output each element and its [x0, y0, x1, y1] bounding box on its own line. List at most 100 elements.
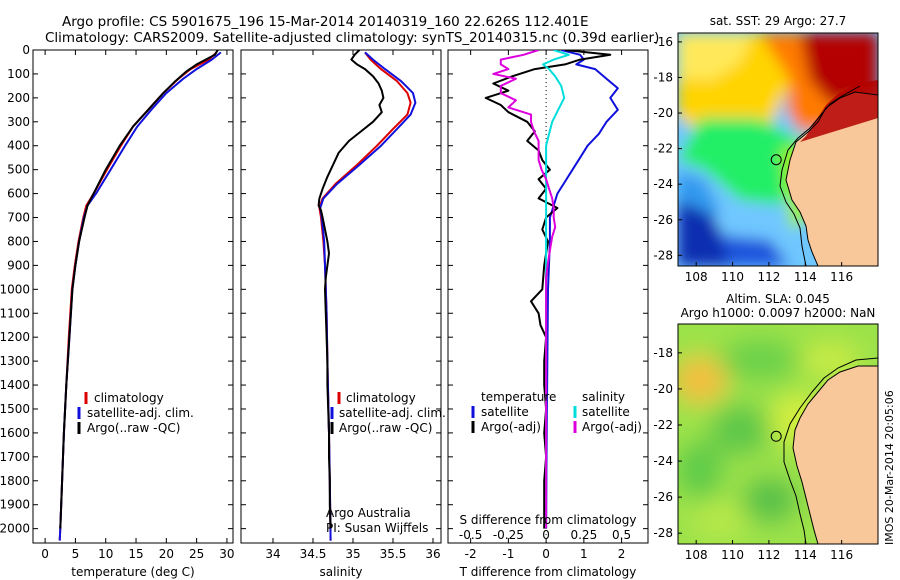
sla-map-latitude-ticks: -18 -20 -22 -24 -26 -28 [653, 346, 682, 540]
difference-series [484, 50, 619, 529]
series-line-t_argo [484, 50, 612, 529]
depth-tick-label: 1900 [0, 498, 30, 512]
sst-map-frame [677, 32, 879, 267]
coastline [792, 365, 878, 544]
legend-label-satellite: satellite-adj. clim. [339, 406, 446, 420]
coastline [785, 91, 878, 266]
lat-tick-label: -20 [653, 106, 673, 120]
series-line-t_satellite [545, 50, 619, 529]
sst-heatmap [678, 33, 878, 266]
lat-tick-label: -18 [653, 346, 673, 360]
figure-title-line1: Argo profile: CS 5901675_196 15-Mar-2014… [62, 14, 589, 30]
depth-tick-label: 900 [7, 258, 30, 272]
x-tick-label: 1 [580, 547, 588, 561]
lon-tick-label: 108 [685, 270, 708, 284]
lon-tick-label: 116 [830, 548, 853, 562]
lon-tick-label: 112 [757, 270, 780, 284]
land-mass [793, 366, 878, 544]
temperature-tick-labels: 0 5 10 15 20 25 30 [41, 50, 235, 561]
lon-tick-label: 114 [794, 270, 817, 284]
legend-label-climatology: climatology [94, 391, 164, 405]
lat-tick-label: -26 [653, 213, 673, 227]
sst-map-title: sat. SST: 29 Argo: 27.7 [710, 14, 847, 28]
x-tick-label: 36 [425, 547, 440, 561]
depth-tick-label: 1200 [0, 330, 30, 344]
x-tick-label: 25 [189, 547, 204, 561]
s-difference-axis-label: S difference from climatology [460, 513, 637, 527]
legend-label-satellite: satellite-adj. clim. [87, 406, 194, 420]
argo-position-marker [770, 430, 782, 442]
depth-tick-label: 1500 [0, 402, 30, 416]
depth-tick-label: 1400 [0, 378, 30, 392]
lat-tick-label: -16 [653, 35, 673, 49]
sst-map-latitude-ticks: -16 -18 -20 -22 -24 -26 -28 [653, 35, 682, 262]
difference-depth-ticks [448, 49, 648, 530]
depth-tick-label: 100 [7, 67, 30, 81]
legend-label-argo: Argo(..raw -QC) [339, 421, 432, 435]
depth-tick-label: 0 [22, 43, 30, 57]
s-tick-label: 0.25 [570, 528, 597, 542]
legend-label-s-argo: Argo(-adj) [582, 420, 642, 434]
land-dark-coast [800, 80, 878, 142]
lat-tick-label: -28 [653, 248, 673, 262]
lat-tick-label: -26 [653, 490, 673, 504]
temperature-series [58, 50, 222, 541]
lat-tick-label: -24 [653, 454, 673, 468]
x-tick-label: 34.5 [300, 547, 327, 561]
t-difference-axis-label: T difference from climatology [459, 565, 637, 579]
sla-map-panel: Altim. SLA: 0.045 Argo h1000: 0.0097 h20… [653, 292, 879, 562]
depth-tick-label: 1300 [0, 354, 30, 368]
x-tick-label: 15 [128, 547, 143, 561]
x-tick-label: 0 [542, 547, 550, 561]
series-line-argo [59, 50, 219, 529]
sst-map-longitude-ticks: 108 110 112 114 116 [685, 262, 853, 284]
x-tick-label: 20 [159, 547, 174, 561]
depth-tick-label: 1700 [0, 450, 30, 464]
temperature-panel: 0100200300400500600700800900100011001200… [0, 43, 235, 579]
lon-tick-label: 114 [794, 548, 817, 562]
depth-tick-label: 800 [7, 234, 30, 248]
legend-label-s-satellite: satellite [582, 405, 630, 419]
temperature-axis-label: temperature (deg C) [71, 565, 194, 579]
lon-tick-label: 110 [721, 548, 744, 562]
depth-tick-label: 300 [7, 115, 30, 129]
lon-tick-label: 108 [685, 548, 708, 562]
series-line-s_argo [492, 50, 557, 529]
x-tick-label: 30 [219, 547, 234, 561]
legend-label-t-argo: Argo(-adj) [481, 420, 541, 434]
sla-map-longitude-ticks: 108 110 112 114 116 [685, 540, 853, 562]
s-tick-label: 0.5 [612, 528, 631, 542]
depth-tick-label: 200 [7, 91, 30, 105]
lat-tick-label: -24 [653, 177, 673, 191]
x-tick-label: 10 [98, 547, 113, 561]
depth-tick-label: 1800 [0, 474, 30, 488]
depth-tick-labels: 0 100 200 300 400 500 600 700 800 900 1000 1100 1200… [0, 43, 233, 536]
lon-tick-label: 112 [757, 548, 780, 562]
x-tick-label: -2 [465, 547, 477, 561]
x-tick-label: 35 [345, 547, 360, 561]
x-tick-label: 0 [41, 547, 49, 561]
depth-tick-label: 500 [7, 163, 30, 177]
salinity-plot-frame [240, 49, 442, 544]
salinity-tick-labels: 34 34.5 35 35.5 36 [265, 50, 441, 561]
lat-tick-label: -18 [653, 70, 673, 84]
x-tick-label: 35.5 [380, 547, 407, 561]
lon-tick-label: 110 [721, 270, 744, 284]
imos-timestamp-label: IMOS 20-Mar-2014 20:05:06 [883, 390, 896, 545]
t-difference-tick-labels: -2 -1 0 1 2 [465, 50, 625, 561]
shelf-isobath [783, 357, 878, 544]
depth-tick-label: 1600 [0, 426, 30, 440]
salinity-depth-ticks [241, 49, 441, 530]
sla-heatmap [678, 324, 878, 544]
credit-org: Argo Australia [326, 506, 411, 520]
sst-map-panel: sat. SST: 29 Argo: 27.7 108 110 112 11 [653, 14, 879, 284]
legend-label-t-satellite: satellite [481, 405, 529, 419]
lat-tick-label: -22 [653, 418, 673, 432]
s-tick-label: -0.25 [493, 528, 524, 542]
figure-title-line2: Climatology: CARS2009. Satellite-adjuste… [45, 30, 659, 46]
sla-map-frame [677, 323, 879, 545]
legend-label-climatology: climatology [346, 391, 416, 405]
argo-position-marker [770, 154, 782, 166]
temperature-legend: climatology satellite-adj. clim. Argo(..… [77, 391, 194, 435]
